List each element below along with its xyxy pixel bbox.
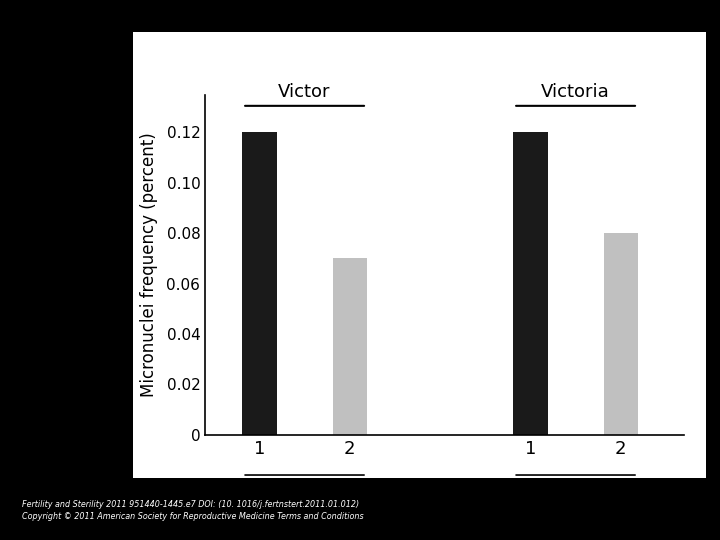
Text: Victor: Victor	[279, 83, 330, 101]
Text: Fertility and Sterility 2011 951440-1445.e7 DOI: (10. 1016/j.fertnstert.2011.01.: Fertility and Sterility 2011 951440-1445…	[22, 500, 359, 509]
Y-axis label: Micronuclei frequency (percent): Micronuclei frequency (percent)	[140, 132, 158, 397]
Bar	[333, 258, 367, 435]
Bar	[513, 132, 548, 435]
Text: Victoria: Victoria	[541, 83, 610, 101]
Text: Copyright © 2011 American Society for Reproductive Medicine Terms and Conditions: Copyright © 2011 American Society for Re…	[22, 512, 363, 521]
Text: Weeks postpartum: Weeks postpartum	[356, 525, 525, 540]
Bar	[603, 233, 638, 435]
Bar	[242, 132, 276, 435]
